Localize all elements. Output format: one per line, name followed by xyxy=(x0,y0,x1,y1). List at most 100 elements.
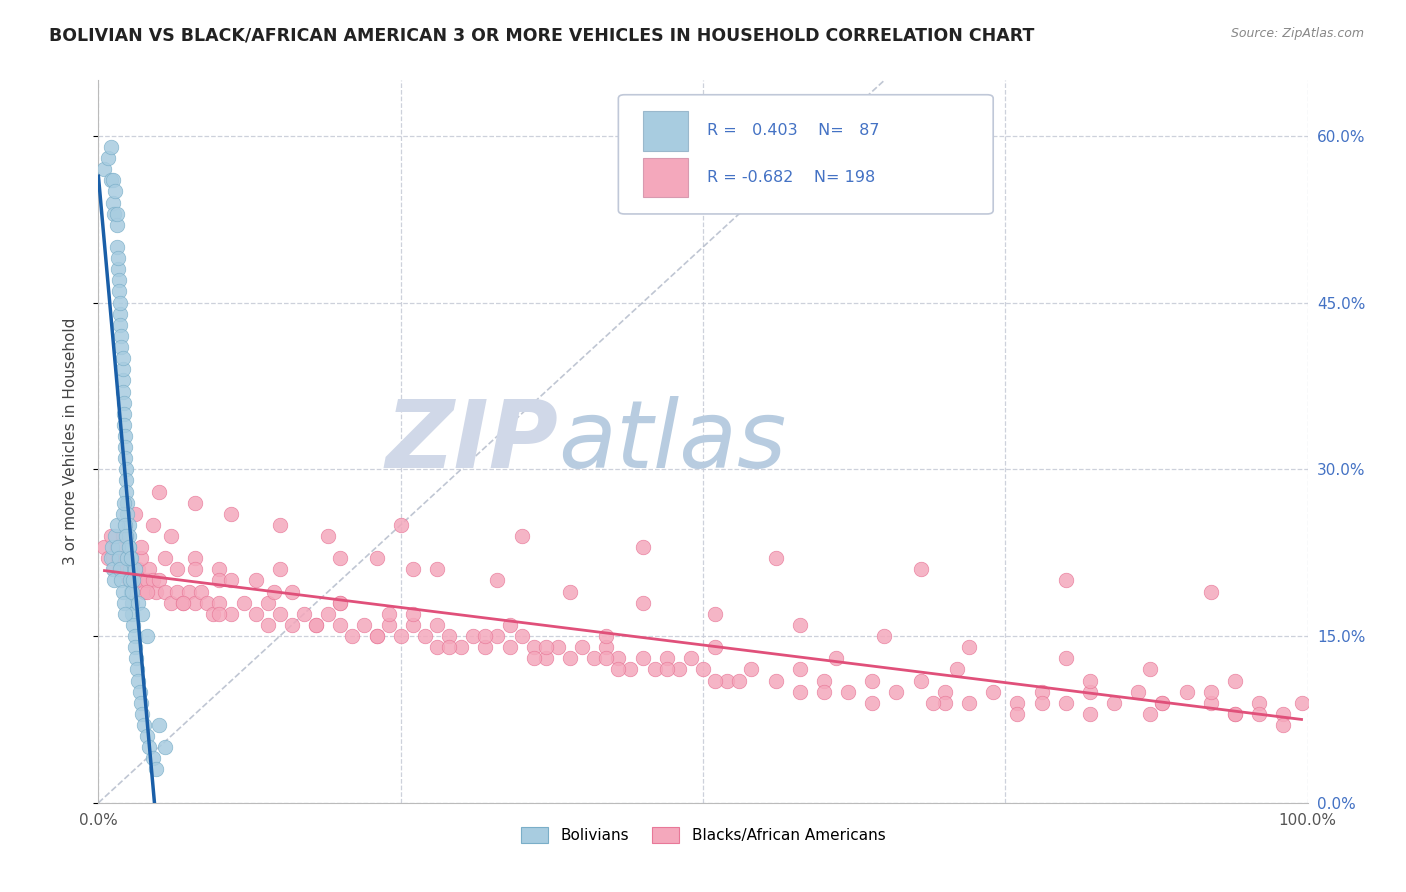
Point xyxy=(692,662,714,676)
Point xyxy=(1139,706,1161,721)
Point xyxy=(245,607,267,621)
Point xyxy=(1078,684,1101,698)
Point xyxy=(263,584,285,599)
Point xyxy=(93,162,115,177)
Point xyxy=(120,584,142,599)
Legend: Bolivians, Blacks/African Americans: Bolivians, Blacks/African Americans xyxy=(515,822,891,849)
Point xyxy=(245,574,267,588)
Point xyxy=(105,540,128,554)
Point xyxy=(510,529,533,543)
Text: R =   0.403    N=   87: R = 0.403 N= 87 xyxy=(707,123,879,138)
Point xyxy=(813,673,835,688)
Point xyxy=(305,618,328,632)
Point xyxy=(184,496,207,510)
Point xyxy=(138,562,160,576)
Point xyxy=(153,551,176,566)
Point xyxy=(389,517,412,532)
Point xyxy=(305,618,328,632)
Point xyxy=(873,629,896,643)
Point xyxy=(1078,706,1101,721)
Bar xyxy=(643,112,689,151)
Point xyxy=(619,662,641,676)
Point xyxy=(111,507,134,521)
Point xyxy=(135,574,157,588)
Point xyxy=(111,584,134,599)
Point xyxy=(316,607,339,621)
Point xyxy=(120,574,142,588)
Point xyxy=(118,540,141,554)
Point xyxy=(111,373,134,387)
Point xyxy=(221,607,243,621)
Point xyxy=(131,607,153,621)
Point xyxy=(108,562,131,576)
Point xyxy=(107,251,129,265)
Point xyxy=(329,596,352,610)
Point xyxy=(474,640,496,655)
Point xyxy=(402,562,425,576)
Point xyxy=(103,562,125,576)
Point xyxy=(1152,696,1174,710)
Point xyxy=(353,618,375,632)
Point xyxy=(1152,696,1174,710)
Point xyxy=(105,207,128,221)
Point xyxy=(142,751,165,765)
Point xyxy=(825,651,848,665)
Point xyxy=(1007,696,1029,710)
Point xyxy=(129,551,152,566)
Point xyxy=(329,551,352,566)
Point xyxy=(114,517,136,532)
Point xyxy=(463,629,485,643)
Point xyxy=(957,640,980,655)
Point xyxy=(110,574,132,588)
Point xyxy=(108,318,131,332)
Point xyxy=(166,584,188,599)
Point xyxy=(789,684,811,698)
Point xyxy=(1128,684,1150,698)
Point xyxy=(366,551,388,566)
Point xyxy=(232,596,254,610)
Point xyxy=(910,673,932,688)
Point xyxy=(644,662,666,676)
Point xyxy=(134,718,156,732)
Point xyxy=(142,574,165,588)
Point xyxy=(111,362,134,376)
Point xyxy=(1054,651,1077,665)
Point xyxy=(860,696,883,710)
Point xyxy=(184,551,207,566)
Point xyxy=(114,451,136,466)
Point xyxy=(110,340,132,354)
Point xyxy=(631,596,654,610)
Point xyxy=(114,429,136,443)
Point xyxy=(1223,673,1246,688)
Point xyxy=(837,684,859,698)
Point xyxy=(426,618,449,632)
Point xyxy=(704,607,727,621)
Point xyxy=(179,584,201,599)
Point xyxy=(108,285,131,299)
Point xyxy=(934,696,956,710)
Point xyxy=(523,651,546,665)
Point xyxy=(93,540,115,554)
Point xyxy=(1054,696,1077,710)
Point xyxy=(105,218,128,232)
Point xyxy=(571,640,593,655)
Point xyxy=(105,517,128,532)
Point xyxy=(122,574,145,588)
Point xyxy=(728,673,751,688)
Point xyxy=(1102,696,1125,710)
Point xyxy=(558,651,581,665)
Point xyxy=(118,517,141,532)
Point xyxy=(108,562,131,576)
Point xyxy=(134,584,156,599)
Point xyxy=(389,629,412,643)
Point xyxy=(184,562,207,576)
Point xyxy=(128,684,150,698)
Point xyxy=(127,562,149,576)
Point xyxy=(108,295,131,310)
Point xyxy=(104,529,127,543)
Point xyxy=(142,517,165,532)
Point xyxy=(655,662,678,676)
Text: R = -0.682    N= 198: R = -0.682 N= 198 xyxy=(707,169,875,185)
Point xyxy=(1272,706,1295,721)
Point xyxy=(135,729,157,743)
